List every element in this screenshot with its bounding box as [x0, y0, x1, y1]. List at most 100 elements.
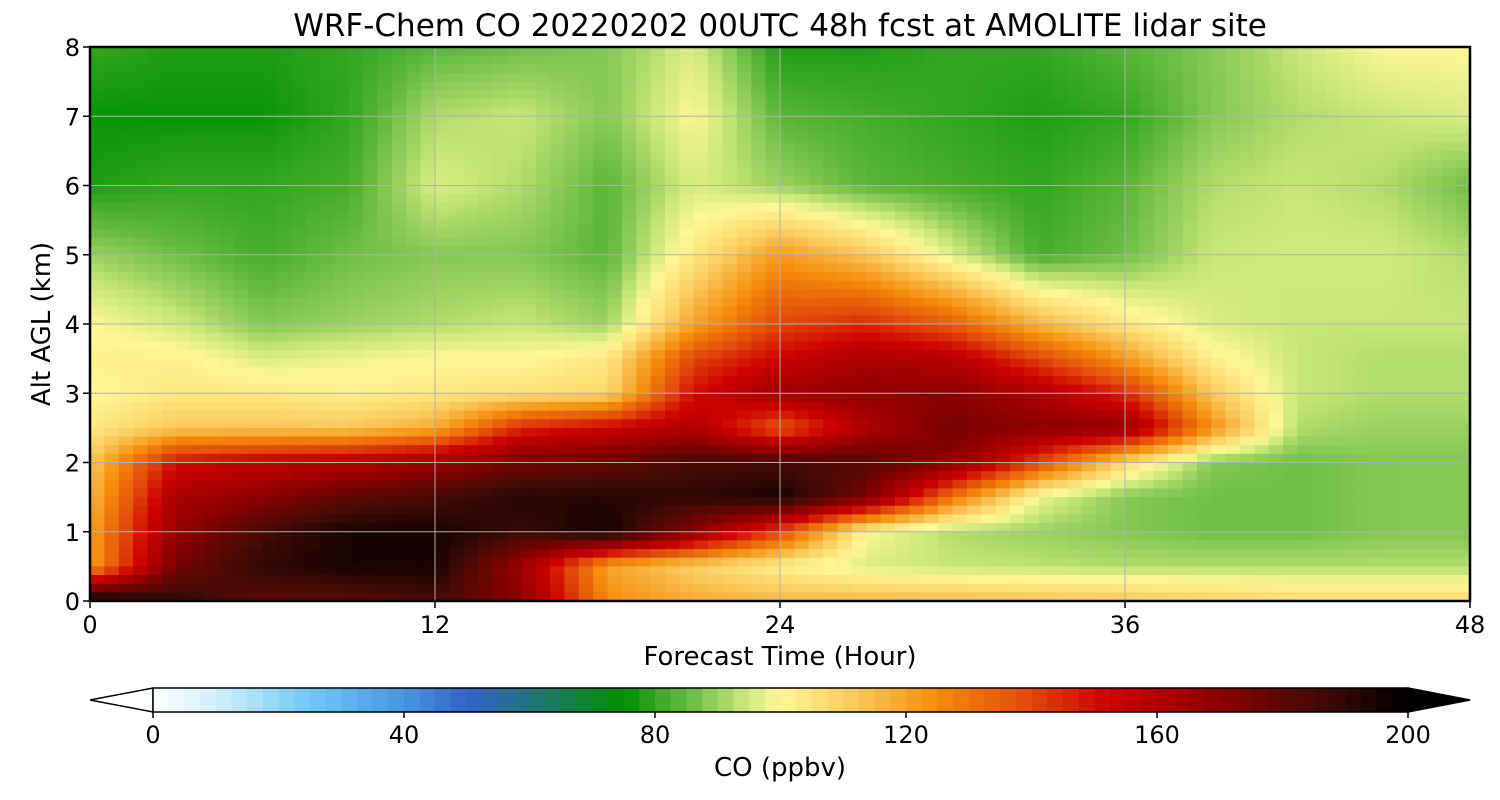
heatmap-cell: [1383, 168, 1399, 178]
heatmap-cell: [320, 263, 335, 273]
heatmap-cell: [478, 116, 494, 126]
heatmap-cell: [391, 272, 407, 282]
heatmap-cell: [420, 47, 436, 57]
heatmap-cell: [736, 98, 752, 109]
heatmap-cell: [1355, 358, 1370, 368]
heatmap-cell: [1010, 453, 1025, 464]
heatmap-cell: [966, 289, 982, 299]
heatmap-cell: [104, 263, 120, 273]
heatmap-cell: [1096, 349, 1112, 360]
heatmap-cell: [420, 289, 436, 299]
heatmap-cell: [449, 211, 465, 221]
heatmap-cell: [133, 168, 149, 178]
heatmap-cell: [1125, 211, 1140, 221]
heatmap-cell: [765, 150, 781, 161]
heatmap-cell: [1441, 289, 1457, 299]
heatmap-cell: [1326, 81, 1342, 91]
heatmap-cell: [593, 254, 609, 265]
heatmap-cell: [219, 298, 235, 308]
heatmap-cell: [837, 176, 853, 187]
heatmap-cell: [348, 194, 364, 204]
heatmap-cell: [406, 185, 422, 195]
heatmap-cell: [1067, 445, 1083, 455]
heatmap-cell: [1024, 194, 1040, 204]
heatmap-cell: [506, 159, 522, 169]
heatmap-cell: [823, 237, 839, 247]
heatmap-cell: [291, 341, 307, 351]
heatmap-cell: [104, 445, 120, 455]
heatmap-cell: [550, 393, 565, 403]
heatmap-cell: [578, 367, 594, 377]
heatmap-cell: [665, 133, 680, 143]
heatmap-cell: [1426, 436, 1442, 446]
heatmap-cell: [564, 194, 580, 204]
heatmap-cell: [233, 263, 249, 273]
heatmap-cell: [205, 107, 220, 117]
heatmap-cell: [1225, 332, 1241, 342]
heatmap-cell: [233, 462, 249, 472]
heatmap-cell: [1383, 401, 1399, 412]
heatmap-cell: [736, 306, 752, 316]
heatmap-cell: [492, 64, 508, 74]
heatmap-cell: [909, 306, 925, 316]
heatmap-cell: [305, 168, 321, 178]
heatmap-cell: [938, 375, 954, 386]
heatmap-cell: [377, 47, 393, 57]
heatmap-cell: [1426, 367, 1442, 377]
heatmap-cell: [578, 116, 594, 126]
heatmap-cell: [1196, 419, 1212, 429]
heatmap-cell: [1311, 349, 1327, 360]
heatmap-cell: [320, 98, 335, 109]
heatmap-cell: [708, 220, 724, 230]
heatmap-cell: [1383, 298, 1399, 308]
heatmap-cell: [923, 72, 939, 83]
heatmap-cell: [780, 263, 795, 273]
heatmap-cell: [1254, 280, 1270, 290]
heatmap-cell: [1211, 55, 1227, 65]
heatmap-cell: [1081, 272, 1097, 282]
heatmap-cell: [1426, 272, 1442, 282]
heatmap-cell: [1240, 176, 1255, 187]
heatmap-cell: [1168, 81, 1184, 91]
heatmap-cell: [1240, 358, 1255, 368]
heatmap-cell: [823, 72, 839, 83]
heatmap-cell: [966, 358, 982, 368]
heatmap-cell: [1340, 159, 1356, 169]
heatmap-cell: [1254, 237, 1270, 247]
heatmap-cell: [1441, 202, 1457, 213]
heatmap-cell: [1268, 358, 1284, 368]
heatmap-cell: [1340, 375, 1356, 386]
heatmap-cell: [722, 220, 738, 230]
heatmap-cell: [363, 159, 379, 169]
heatmap-cell: [895, 445, 910, 455]
heatmap-cell: [1110, 168, 1126, 178]
heatmap-cell: [276, 159, 292, 169]
heatmap-cell: [895, 211, 910, 221]
heatmap-cell: [550, 471, 565, 481]
heatmap-cell: [1024, 427, 1040, 438]
heatmap-cell: [550, 453, 565, 464]
heatmap-cell: [708, 98, 724, 109]
heatmap-cell: [808, 384, 824, 394]
heatmap-cell: [550, 133, 565, 143]
heatmap-cell: [147, 298, 163, 308]
heatmap-cell: [104, 211, 120, 221]
heatmap-cell: [262, 410, 278, 420]
heatmap-cell: [478, 72, 494, 83]
heatmap-cell: [205, 306, 220, 316]
heatmap-cell: [205, 393, 220, 403]
heatmap-cell: [1240, 471, 1255, 481]
heatmap-cell: [535, 47, 551, 57]
heatmap-cell: [808, 471, 824, 481]
heatmap-cell: [377, 436, 393, 446]
heatmap-cell: [133, 375, 149, 386]
heatmap-cell: [1326, 124, 1342, 135]
heatmap-cell: [118, 142, 134, 152]
heatmap-cell: [966, 246, 982, 256]
heatmap-cell: [133, 90, 149, 100]
heatmap-cell: [406, 332, 422, 342]
heatmap-cell: [291, 479, 307, 490]
heatmap-cell: [751, 410, 767, 420]
heatmap-cell: [679, 315, 695, 325]
heatmap-cell: [1441, 159, 1457, 169]
